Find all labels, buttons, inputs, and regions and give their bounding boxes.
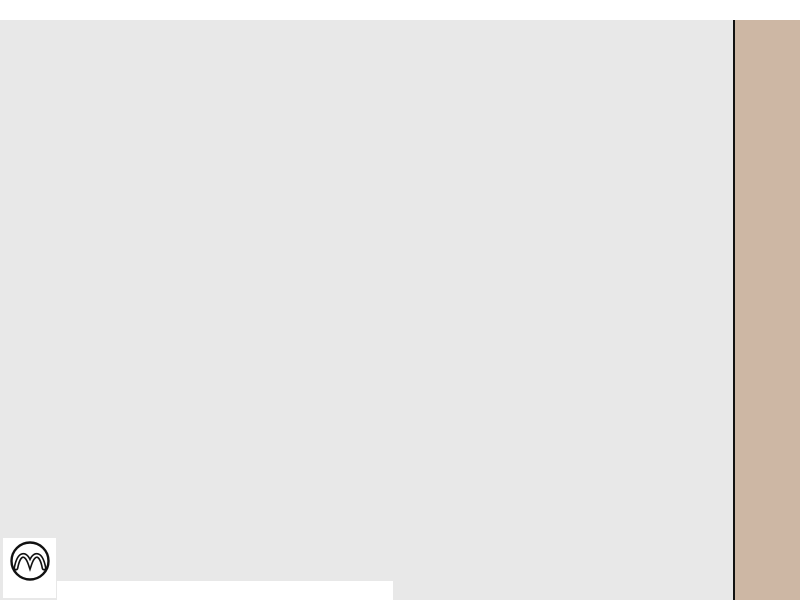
metmaps-logo-icon — [10, 541, 50, 581]
metmaps-logo — [3, 538, 56, 598]
cloud-cover-scale — [735, 40, 800, 580]
attribution-bar — [57, 581, 393, 600]
weather-map — [0, 0, 733, 600]
weather-map-canvas — [0, 0, 733, 600]
map-title-bar — [0, 0, 800, 20]
logo-wave-inner — [15, 554, 45, 569]
legend-panel — [733, 0, 800, 600]
